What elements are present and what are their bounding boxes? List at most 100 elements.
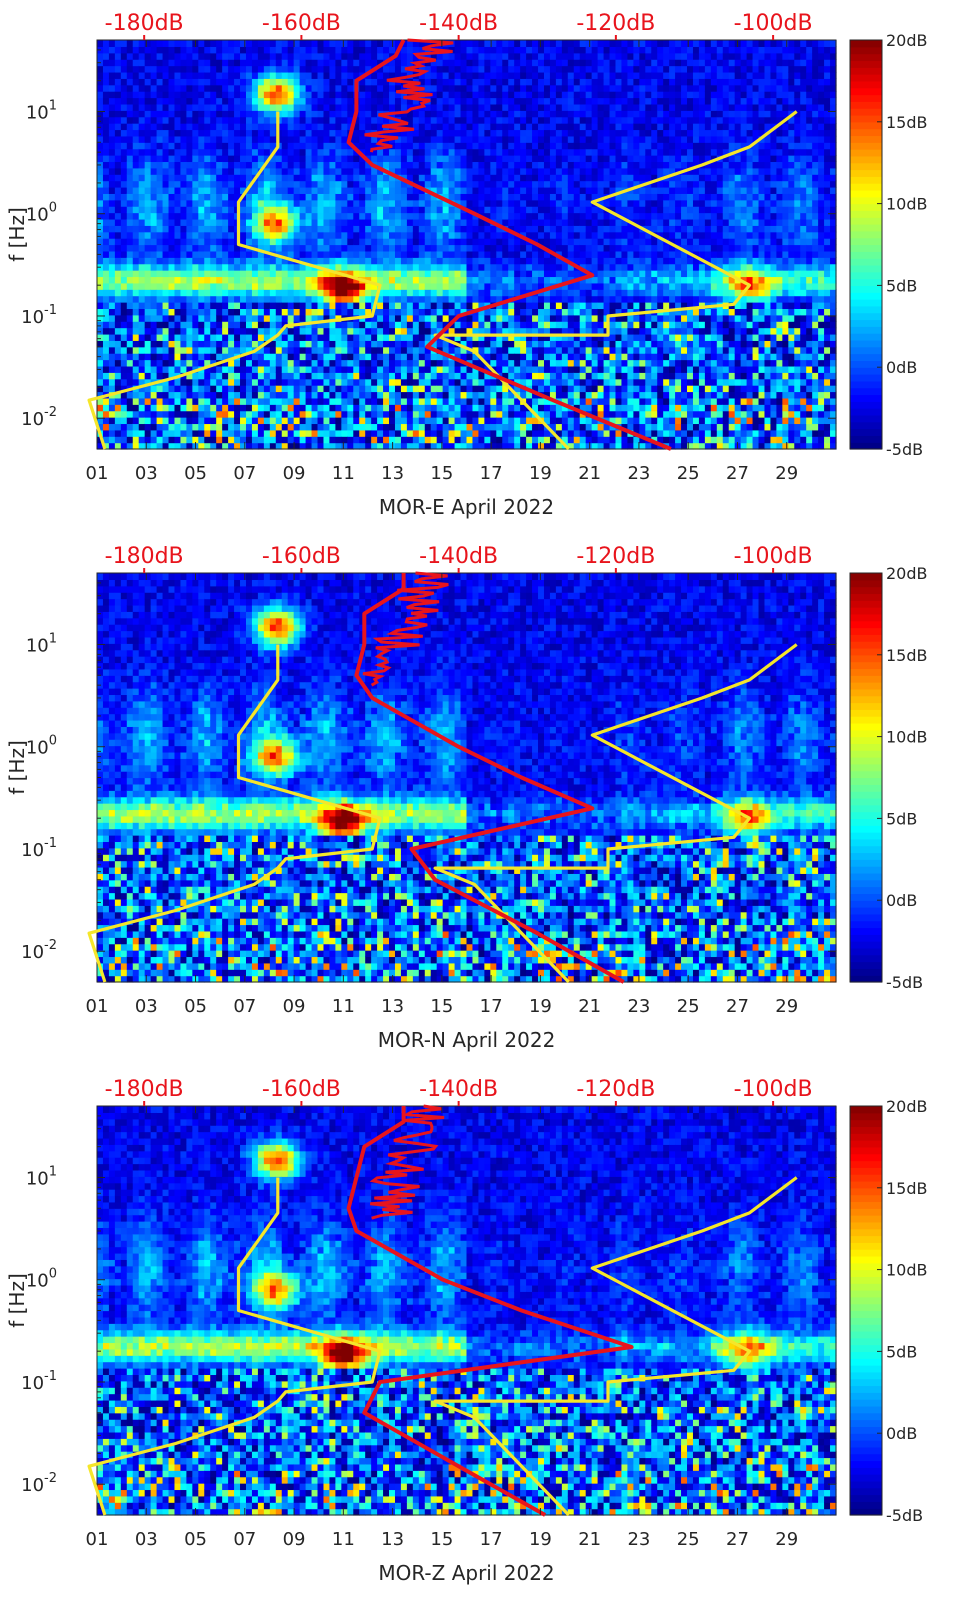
heatmap-cell [150, 59, 158, 67]
heatmap-cell [543, 257, 551, 265]
heatmap-cell [228, 186, 235, 194]
heatmap-cell [460, 40, 468, 47]
heatmap-cell [234, 282, 241, 290]
heatmap-cell [162, 97, 170, 105]
heatmap-cell [114, 52, 122, 60]
heatmap-cell [311, 321, 319, 329]
heatmap-cell [454, 231, 462, 239]
heatmap-cell [538, 212, 545, 220]
heatmap-cell [114, 103, 122, 111]
heatmap-cell [520, 289, 527, 297]
heatmap-cell [204, 199, 211, 207]
heatmap-cell [132, 218, 140, 226]
heatmap-cell [496, 123, 503, 131]
heatmap-cell [144, 116, 152, 124]
heatmap-cell [353, 186, 360, 194]
heatmap-cell [460, 59, 468, 67]
heatmap-cell [442, 391, 450, 399]
heatmap-cell [496, 97, 503, 105]
heatmap-cell [466, 218, 474, 226]
heatmap-cell [335, 142, 342, 150]
heatmap-cell [114, 218, 122, 226]
heatmap-cell [532, 314, 539, 322]
heatmap-cell [532, 59, 539, 67]
heatmap-cell [389, 276, 396, 284]
heatmap-cell [436, 321, 444, 329]
heatmap-cell [532, 365, 539, 373]
heatmap-cell [180, 231, 187, 239]
heatmap-cell [549, 417, 557, 425]
heatmap-cell [418, 417, 426, 425]
heatmap-cell [120, 167, 128, 175]
heatmap-cell [275, 161, 283, 169]
heatmap-cell [228, 161, 235, 169]
heatmap-cell [478, 46, 485, 54]
heatmap-cell [114, 84, 122, 92]
heatmap-cell [400, 40, 408, 47]
heatmap-cell [168, 193, 176, 201]
heatmap-cell [287, 333, 295, 341]
heatmap-cell [240, 84, 247, 92]
heatmap-cell [502, 84, 509, 92]
heatmap-cell [496, 161, 503, 169]
heatmap-cell [442, 289, 450, 297]
heatmap-cell [371, 84, 378, 92]
heatmap-cell [245, 142, 253, 150]
heatmap-cell [120, 135, 128, 143]
heatmap-cell [335, 91, 342, 99]
heatmap-cell [347, 276, 354, 284]
heatmap-cell [305, 429, 313, 437]
heatmap-cell [353, 378, 360, 386]
heatmap-cell [394, 212, 402, 220]
heatmap-cell [484, 327, 491, 335]
heatmap-cell [424, 225, 432, 233]
heatmap-cell [490, 353, 497, 361]
heatmap-cell [150, 302, 158, 310]
heatmap-cell [299, 397, 307, 405]
heatmap-cell [311, 231, 319, 239]
heatmap-cell [442, 65, 450, 73]
heatmap-cell [156, 244, 164, 252]
heatmap-cell [192, 110, 199, 118]
heatmap-cell [257, 378, 265, 386]
heatmap-cell [281, 340, 289, 348]
heatmap-cell [281, 206, 289, 214]
heatmap-cell [520, 103, 527, 111]
heatmap-cell [341, 206, 348, 214]
heatmap-cell [257, 365, 265, 373]
heatmap-cell [132, 231, 140, 239]
heatmap-cell [430, 218, 438, 226]
heatmap-cell [424, 78, 432, 86]
heatmap-cell [204, 436, 211, 444]
heatmap-cell [400, 71, 408, 79]
heatmap-cell [514, 250, 521, 258]
heatmap-cell [251, 218, 259, 226]
heatmap-cell [377, 71, 384, 79]
heatmap-cell [430, 78, 438, 86]
heatmap-cell [329, 206, 336, 214]
heatmap-cell [162, 423, 170, 431]
heatmap-cell [144, 327, 152, 335]
heatmap-cell [430, 353, 438, 361]
heatmap-cell [514, 308, 521, 316]
heatmap-cell [150, 397, 158, 405]
heatmap-cell [484, 257, 491, 265]
heatmap-cell [448, 225, 456, 233]
heatmap-cell [174, 244, 182, 252]
heatmap-cell [311, 257, 319, 265]
heatmap-cell [228, 308, 235, 316]
heatmap-cell [520, 231, 527, 239]
heatmap-cell [240, 365, 247, 373]
heatmap-cell [341, 212, 348, 220]
heatmap-cell [436, 289, 444, 297]
heatmap-cell [383, 321, 390, 329]
heatmap-cell [287, 71, 295, 79]
heatmap-cell [436, 250, 444, 258]
heatmap-cell [150, 385, 158, 393]
heatmap-cell [448, 308, 456, 316]
heatmap-cell [114, 321, 122, 329]
heatmap-cell [174, 142, 182, 150]
heatmap-cell [186, 238, 193, 246]
heatmap-cell [341, 110, 348, 118]
heatmap-cell [198, 372, 205, 380]
